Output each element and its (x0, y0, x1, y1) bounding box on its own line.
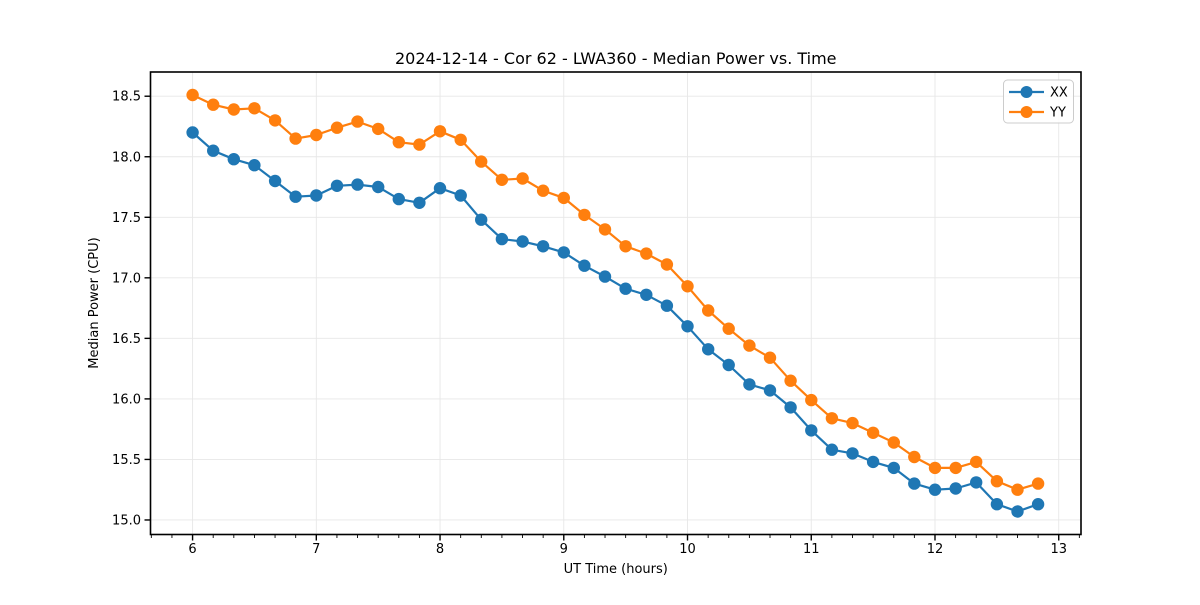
legend-marker-XX (1020, 86, 1033, 98)
x-tick-label-13: 13 (1050, 542, 1067, 557)
y-tick-label-17.5: 17.5 (112, 211, 141, 226)
legend-label-XX: XX (1050, 86, 1068, 101)
tick-labels: 6 7 8 9 10 11 12 13 15.0 15.5 16.0 16.5 17.0 17.5 18.0… (112, 90, 1067, 557)
x-tick-label-7: 7 (312, 542, 320, 557)
y-tick-label-18.0: 18.0 (112, 150, 141, 165)
x-tick-label-11: 11 (803, 542, 820, 557)
legend-marker-YY (1020, 106, 1033, 118)
y-tick-label-15.5: 15.5 (112, 453, 141, 468)
grid-lines (150, 72, 1081, 535)
data-series (186, 88, 1045, 518)
y-axis-label: Median Power (CPU) (87, 237, 102, 368)
x-tick-label-9: 9 (560, 542, 568, 557)
legend-label-YY: YY (1049, 106, 1066, 121)
x-tick-label-6: 6 (188, 542, 196, 557)
axis-ticks (144, 95, 1080, 541)
x-tick-label-10: 10 (679, 542, 696, 557)
x-tick-label-8: 8 (436, 542, 444, 557)
y-tick-label-17.0: 17.0 (112, 271, 141, 286)
series-XX (186, 126, 1045, 518)
x-axis-label: UT Time (hours) (564, 562, 668, 577)
x-tick-label-12: 12 (927, 542, 944, 557)
y-tick-label-16.5: 16.5 (112, 332, 141, 347)
plot-border (149, 71, 1082, 536)
chart-title: 2024-12-14 - Cor 62 - LWA360 - Median Po… (395, 49, 837, 68)
y-tick-label-16.0: 16.0 (112, 392, 141, 407)
legend-entry-XX: XX (1009, 86, 1068, 101)
legend-entry-YY: YY (1009, 106, 1066, 121)
y-tick-label-18.5: 18.5 (112, 90, 141, 105)
y-tick-label-15.0: 15.0 (112, 513, 141, 528)
legend: XX YY (1003, 79, 1074, 124)
series-YY (186, 88, 1045, 496)
